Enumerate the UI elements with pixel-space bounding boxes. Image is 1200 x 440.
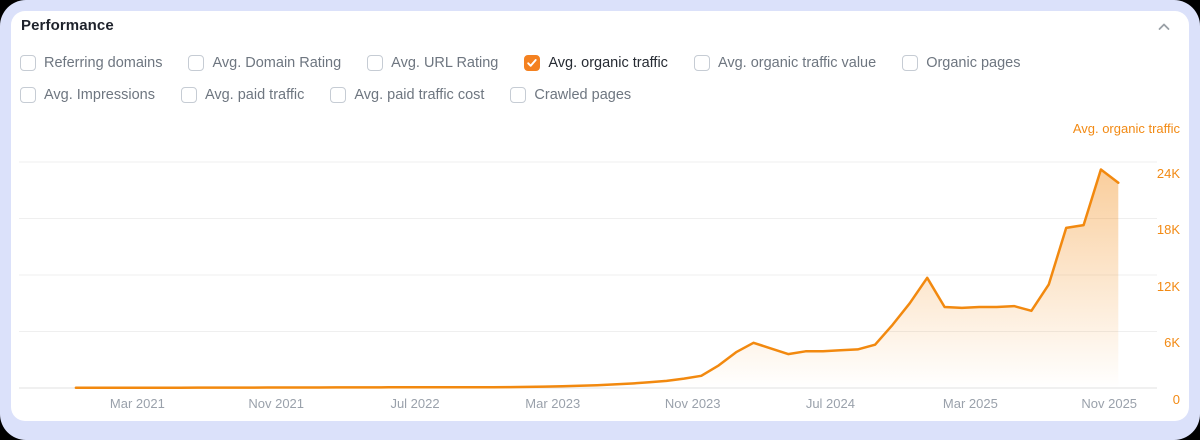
chart-area: Avg. organic traffic 24K 18K 12K 6K 0 Mar 20… — [11, 11, 1189, 421]
chart-plot-svg[interactable] — [19, 145, 1157, 390]
metric-checkbox-item[interactable]: Avg. organic traffic value — [693, 55, 877, 71]
unchecked-checkbox[interactable] — [180, 87, 197, 103]
chevron-up-icon — [1158, 23, 1170, 30]
performance-card: Performance Referring domains Avg. Domain… — [11, 11, 1189, 421]
x-axis-tick-label: Nov 2025 — [1081, 396, 1138, 411]
x-axis-tick-label: Mar 2025 — [942, 396, 998, 411]
metric-checkbox-label: Referring domains — [44, 55, 163, 71]
metric-row: Avg. Impressions Avg. paid traffic Avg. pa… — [20, 87, 1021, 103]
unchecked-checkbox[interactable] — [510, 87, 527, 103]
y-axis-tick-label: 0 — [1172, 392, 1180, 407]
chart-legend-label: Avg. organic traffic — [1072, 121, 1180, 136]
collapse-button[interactable] — [1153, 16, 1175, 38]
metric-checkbox-item[interactable]: Organic pages — [902, 55, 1021, 71]
checked-checkbox[interactable] — [524, 55, 541, 71]
traffic-line — [74, 168, 1120, 390]
metric-row: Referring domains Avg. Domain Rating Avg. … — [20, 55, 1021, 71]
metric-checkbox-item[interactable]: Crawled pages — [510, 87, 631, 103]
metric-checkbox-label: Crawled pages — [534, 87, 632, 103]
x-axis-tick-label: Nov 2023 — [664, 396, 721, 411]
y-axis-tick-label: 12K — [1156, 278, 1180, 294]
metric-checkbox-item[interactable]: Avg. Impressions — [20, 87, 155, 103]
x-axis-labels: Mar 2021 Nov 2021 Jul 2022 Mar 2023 Nov 2023… — [11, 11, 1189, 421]
check-icon — [527, 59, 538, 67]
metric-checkbox-label: Avg. organic traffic value — [717, 55, 877, 71]
metric-checkbox-item[interactable]: Referring domains — [20, 55, 162, 71]
x-axis-tick-label: Jul 2022 — [390, 396, 440, 411]
panel-title: Performance — [21, 17, 114, 34]
metric-checkbox-item[interactable]: Avg. Domain Rating — [188, 55, 341, 71]
metric-checkbox-label: Avg. Impressions — [44, 87, 155, 103]
unchecked-checkbox[interactable] — [330, 87, 347, 103]
unchecked-checkbox[interactable] — [20, 87, 36, 103]
metric-rows: Referring domains Avg. Domain Rating Avg. … — [20, 55, 1021, 103]
unchecked-checkbox[interactable] — [20, 55, 36, 71]
x-axis-tick-label: Mar 2023 — [525, 396, 581, 411]
y-axis-tick-label: 24K — [1156, 165, 1180, 181]
metric-checkbox-label: Avg. Domain Rating — [212, 55, 342, 71]
metric-checkbox-item[interactable]: Avg. organic traffic — [524, 55, 668, 71]
x-axis-tick-label: Jul 2024 — [805, 396, 855, 411]
unchecked-checkbox[interactable] — [188, 55, 205, 71]
unchecked-checkbox[interactable] — [367, 55, 384, 71]
y-axis-tick-label: 6K — [1164, 335, 1180, 351]
unchecked-checkbox[interactable] — [902, 55, 919, 71]
unchecked-checkbox[interactable] — [693, 55, 710, 71]
traffic-area-fill — [75, 169, 1119, 388]
metric-checkbox-item[interactable]: Avg. paid traffic — [180, 87, 305, 103]
metric-checkbox-label: Organic pages — [926, 55, 1021, 71]
metric-checkbox-item[interactable]: Avg. URL Rating — [367, 55, 498, 71]
metric-checkbox-label: Avg. paid traffic — [204, 87, 305, 103]
x-axis-tick-label: Nov 2021 — [248, 396, 305, 411]
y-axis-tick-label: 18K — [1156, 222, 1180, 238]
metric-checkbox-label: Avg. paid traffic cost — [354, 87, 485, 103]
y-axis-labels: 24K 18K 12K 6K 0 — [1138, 11, 1180, 421]
metric-checkbox-label: Avg. URL Rating — [391, 55, 499, 71]
metric-checkbox-item[interactable]: Avg. paid traffic cost — [330, 87, 484, 103]
x-axis-tick-label: Mar 2021 — [109, 396, 165, 411]
metric-checkbox-label: Avg. organic traffic — [548, 55, 668, 71]
